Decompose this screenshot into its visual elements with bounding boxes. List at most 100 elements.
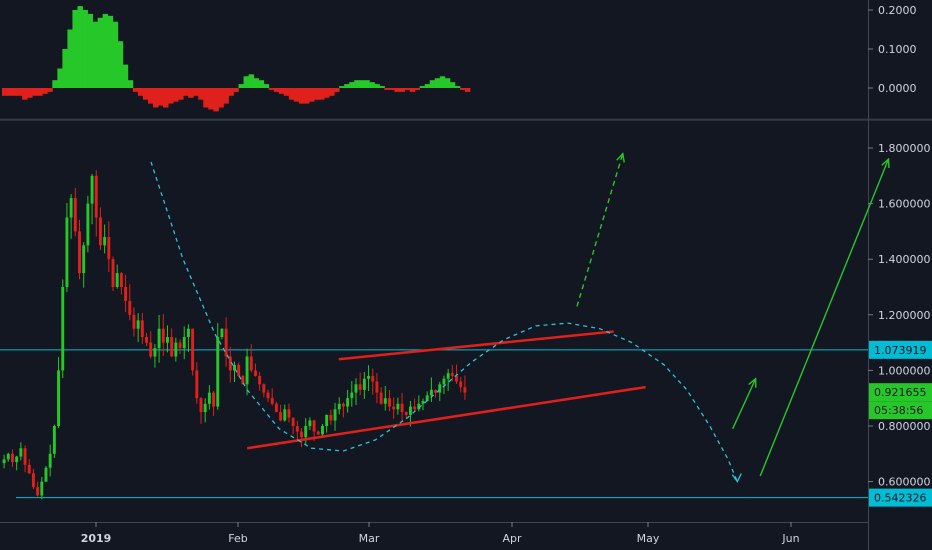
candle-body — [350, 392, 354, 399]
arrow-line-green[interactable] — [732, 378, 757, 430]
oscillator-bar — [117, 41, 124, 88]
candle-body — [170, 337, 174, 357]
candle-body — [27, 464, 31, 474]
candle-body — [178, 342, 182, 349]
oscillator-bar — [142, 88, 149, 100]
candle-body — [19, 448, 23, 457]
time-tick-label: Jun — [781, 532, 799, 545]
candle-body — [321, 426, 324, 435]
candle-body — [379, 392, 383, 404]
candle-body — [107, 236, 111, 260]
oscillator-bar — [278, 88, 285, 94]
candle-body — [82, 245, 86, 274]
arrow-up-icon — [616, 152, 625, 163]
oscillator-bar — [329, 88, 335, 96]
oscillator-bar — [424, 84, 431, 88]
candle-body — [429, 389, 433, 396]
candle-body — [119, 273, 123, 287]
oscillator-bar — [102, 13, 109, 88]
oscillator-bar — [414, 88, 421, 90]
candle-body — [11, 453, 14, 463]
oscillator-bar — [127, 80, 134, 88]
candle-body — [140, 320, 144, 338]
oscillator-bar — [57, 68, 63, 88]
price-tick-label: 1.800000 — [878, 142, 931, 155]
candle-body — [253, 370, 257, 376]
candle-body — [149, 342, 153, 357]
oscillator-bar — [173, 88, 179, 102]
candle-body — [6, 453, 10, 460]
oscillator-bar — [374, 84, 380, 88]
trendline-red[interactable] — [246, 385, 646, 450]
candle-body — [86, 203, 90, 246]
candle-body — [362, 378, 366, 390]
candle-body — [136, 320, 140, 329]
arrow-line-green[interactable] — [576, 153, 624, 307]
candle-body — [103, 236, 107, 246]
oscillator-bar — [434, 78, 441, 88]
oscillator-bar — [359, 80, 365, 88]
oscillator-bar — [394, 88, 400, 92]
candle-body — [220, 328, 224, 338]
oscillator-bar — [228, 88, 234, 96]
oscillator-bar — [183, 88, 189, 96]
oscillator-bar — [308, 88, 315, 102]
oscillator-bar — [72, 10, 78, 88]
oscillator-bar — [158, 88, 164, 106]
oscillator-bar — [314, 88, 320, 100]
candle-body — [367, 375, 371, 379]
trendline-red[interactable] — [338, 330, 614, 361]
candle-body — [224, 328, 228, 357]
oscillator-bar — [223, 88, 229, 104]
oscillator-bar — [379, 86, 385, 88]
oscillator-bar — [27, 88, 33, 98]
candle-body — [52, 426, 56, 454]
candle-body — [23, 448, 27, 465]
candle-body — [249, 356, 253, 371]
arrow-line-green[interactable] — [759, 158, 890, 477]
chart-drawings[interactable] — [150, 152, 890, 483]
oscillator-bar — [369, 82, 375, 88]
candle-body — [90, 175, 94, 204]
candle-body — [203, 403, 207, 413]
time-tick-label: Feb — [228, 532, 247, 545]
projection-curve-dashed[interactable] — [150, 161, 738, 482]
oscillator-price-axis: 0.2000 0.1000 0.0000 — [868, 4, 917, 95]
oscillator-bar — [248, 74, 255, 88]
horizontal-levels[interactable] — [0, 349, 868, 499]
candle-body — [383, 398, 387, 404]
price-tick-label: 1.400000 — [878, 253, 931, 266]
oscillator-bar — [319, 88, 325, 100]
candle-body — [463, 387, 467, 393]
oscillator-bar — [444, 78, 451, 88]
oscillator-bar — [324, 88, 330, 98]
candle-body — [258, 375, 262, 385]
oscillator-bar — [258, 80, 265, 88]
last-price-badge-bg — [869, 383, 932, 402]
candle-body — [421, 400, 425, 404]
candle-body — [191, 328, 195, 371]
candle-body — [417, 403, 421, 410]
candle-body — [308, 420, 312, 426]
price-tick-label: 1.000000 — [878, 364, 931, 377]
oscillator-bar — [147, 88, 154, 104]
oscillator-bar — [243, 76, 249, 88]
price-axis[interactable]: 1.800000 1.600000 1.400000 1.200000 1.000000… — [868, 142, 931, 489]
arrow-up-icon — [748, 377, 757, 388]
oscillator-bar — [399, 88, 405, 92]
candle-body — [111, 259, 115, 287]
oscillator-bar — [429, 80, 436, 88]
candle-body — [312, 420, 316, 432]
time-axis[interactable]: 2019 Feb Mar Apr May Jun — [81, 522, 800, 545]
candle-body — [408, 406, 412, 415]
time-tick-label: 2019 — [81, 532, 112, 545]
oscillator-bar — [419, 86, 426, 88]
price-tick-label: 0.600000 — [878, 476, 931, 489]
oscillator-bar — [344, 84, 350, 88]
candle-body — [400, 403, 404, 413]
candle-body — [346, 398, 350, 407]
oscillator-bar — [208, 88, 214, 110]
oscillator-bar — [122, 64, 129, 88]
oscillator-bar — [168, 88, 174, 104]
